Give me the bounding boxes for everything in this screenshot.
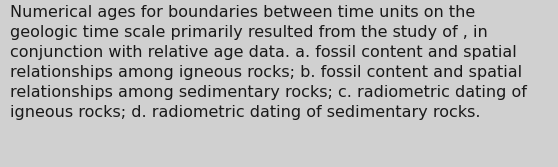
Text: Numerical ages for boundaries between time units on the
geologic time scale prim: Numerical ages for boundaries between ti… (10, 5, 527, 120)
